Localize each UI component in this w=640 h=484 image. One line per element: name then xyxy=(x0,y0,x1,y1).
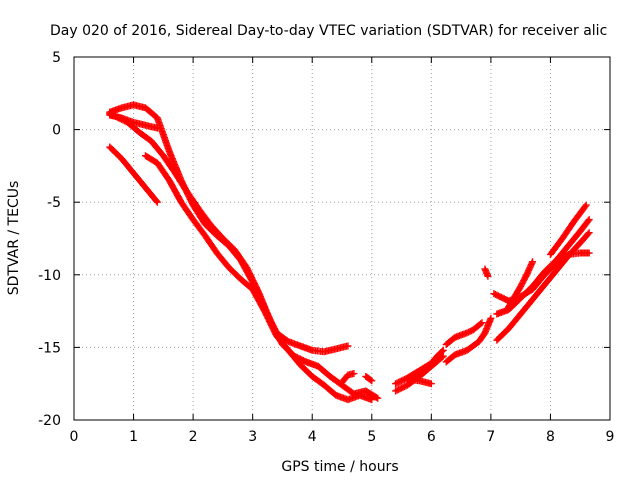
data-point xyxy=(427,380,435,388)
data-point xyxy=(581,202,589,210)
chart-title: Day 020 of 2016, Sidereal Day-to-day VTE… xyxy=(50,23,607,39)
y-tick-label: 5 xyxy=(52,50,61,66)
x-tick-label: 9 xyxy=(606,429,615,445)
x-tick-label: 5 xyxy=(367,429,376,445)
y-tick-label: -20 xyxy=(38,413,61,429)
y-tick-label: 0 xyxy=(52,123,61,139)
y-axis-label: SDTVAR / TECUs xyxy=(6,181,22,296)
data-point xyxy=(478,319,486,327)
data-points-layer xyxy=(106,101,593,404)
data-point xyxy=(529,258,537,266)
data-point xyxy=(368,377,376,385)
data-point xyxy=(372,393,380,401)
data-point xyxy=(487,314,495,322)
series-arc-l xyxy=(442,319,486,348)
axis-layer: 0 1 2 3 4 5 6 7 8 9 5 0 -5 -10 -15 -20 xyxy=(38,50,614,445)
data-point xyxy=(367,376,375,384)
data-point xyxy=(153,124,161,132)
data-point xyxy=(585,249,593,257)
x-tick-label: 8 xyxy=(546,429,555,445)
series-arc-d xyxy=(106,143,161,206)
series-arc-i xyxy=(392,352,447,395)
y-tick-label: -5 xyxy=(47,195,61,211)
data-point xyxy=(585,229,593,237)
x-tick-label: 6 xyxy=(427,429,436,445)
data-point xyxy=(374,394,382,402)
data-point xyxy=(350,370,358,378)
x-axis-label: GPS time / hours xyxy=(281,459,398,475)
x-tick-label: 4 xyxy=(308,429,317,445)
x-tick-label: 3 xyxy=(248,429,257,445)
data-point xyxy=(438,353,446,361)
series-arc-e xyxy=(141,152,376,404)
data-point xyxy=(484,272,492,280)
series-arc-p xyxy=(493,229,593,344)
series-arc-g xyxy=(362,372,376,385)
x-tick-label: 7 xyxy=(486,429,495,445)
data-point xyxy=(439,352,447,360)
data-point xyxy=(582,201,590,209)
data-point xyxy=(584,217,592,225)
series-arc-a xyxy=(106,101,352,356)
y-tick-label: -15 xyxy=(38,340,61,356)
x-tick-label: 0 xyxy=(70,429,79,445)
series-arc-m xyxy=(481,265,492,280)
data-point xyxy=(152,197,160,205)
series-arc-f xyxy=(338,370,358,386)
x-tick-label: 2 xyxy=(189,429,198,445)
data-point xyxy=(584,230,592,238)
series-arc-o xyxy=(493,216,593,318)
series-arc-r xyxy=(546,201,590,258)
x-tick-label: 1 xyxy=(129,429,138,445)
data-point xyxy=(368,396,376,404)
data-point xyxy=(477,320,485,328)
data-point xyxy=(585,216,593,224)
data-point xyxy=(344,342,352,350)
series-arc-q xyxy=(505,258,537,311)
series-arc-j xyxy=(404,375,435,388)
series-arc-k xyxy=(442,314,495,366)
data-point xyxy=(153,198,161,206)
plot-border xyxy=(73,56,611,421)
y-tick-label: -10 xyxy=(38,268,61,284)
